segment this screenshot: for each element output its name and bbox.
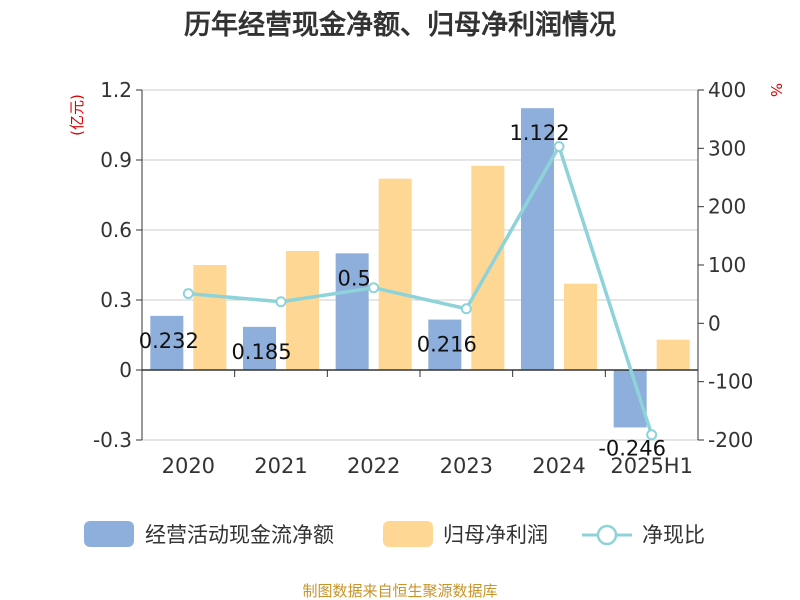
ratio-point [182,288,194,300]
right-tick-label: 200 [708,195,746,219]
bar-cash-flow [521,108,554,370]
left-tick-label: 0.6 [100,218,132,242]
bar-net-profit [286,251,319,370]
legend-marker-ratio [596,524,618,546]
left-axis-ticks: -0.3 0 0.3 0.6 0.9 1.2 [93,78,142,452]
bar-cash-flow [150,315,184,370]
right-tick-label: -200 [708,428,753,452]
bar-net-profit [193,265,227,370]
legend-label-cash-flow: 经营活动现金流净额 [145,523,334,547]
data-label-cash-flow: 1.122 [509,121,569,145]
source-note: 制图数据来自恒生聚源数据库 [302,582,497,600]
chart-title: 历年经营现金净额、归母净利润情况 [184,9,616,41]
category-label: 2022 [347,454,400,478]
bars [150,108,690,428]
bar-cash-flow [243,326,276,370]
category-label: 2025H1 [610,454,693,478]
bar-net-profit [378,178,412,370]
bar-cash-flow [428,319,462,370]
left-tick-label: 0.3 [100,288,132,312]
data-label-cash-flow: 0.216 [417,333,477,357]
category-label: 2020 [162,454,215,478]
legend-swatch-net-profit [383,521,433,547]
legend-label-ratio: 净现比 [642,523,705,547]
right-tick-label: 300 [708,136,746,160]
left-tick-label: 0 [119,358,132,382]
bar-net-profit [564,283,597,370]
left-tick-label: 0.9 [100,148,132,172]
ratio-point [275,296,287,308]
right-axis-ticks: -200 -100 0 100 200 300 400 [698,78,753,452]
legend-label-net-profit: 归母净利润 [443,523,548,547]
ratio-point [553,141,565,153]
right-tick-label: -100 [708,370,753,394]
right-tick-label: 100 [708,253,746,277]
bar-net-profit [656,339,690,370]
category-label: 2023 [440,454,493,478]
category-labels: 2020 2021 2022 2023 2024 2025H1 [162,454,693,478]
bar-cash-flow [335,253,369,370]
ratio-point [368,282,380,294]
right-axis-unit: % [767,83,785,97]
category-label: 2021 [254,454,307,478]
data-label-cash-flow: 0.232 [139,329,199,353]
data-labels: 0.232 0.185 0.5 0.216 1.122 -0.246 [139,121,666,460]
data-label-cash-flow: 0.185 [231,340,291,364]
data-label-cash-flow: 0.5 [337,266,370,290]
left-tick-label: -0.3 [93,428,132,452]
right-tick-label: 400 [708,78,746,102]
left-axis-unit: (亿元) [68,94,86,136]
ratio-line [188,142,654,436]
legend: 经营活动现金流净额 归母净利润 净现比 [84,521,705,547]
legend-swatch-cash-flow [84,521,134,547]
ratio-point [646,429,658,441]
ratio-line-series [182,141,658,441]
axes [141,90,699,440]
left-tick-label: 1.2 [100,78,132,102]
ratio-point [460,303,472,315]
category-label: 2024 [532,454,585,478]
right-tick-label: 0 [708,311,721,335]
data-label-cash-flow: -0.246 [598,436,666,460]
